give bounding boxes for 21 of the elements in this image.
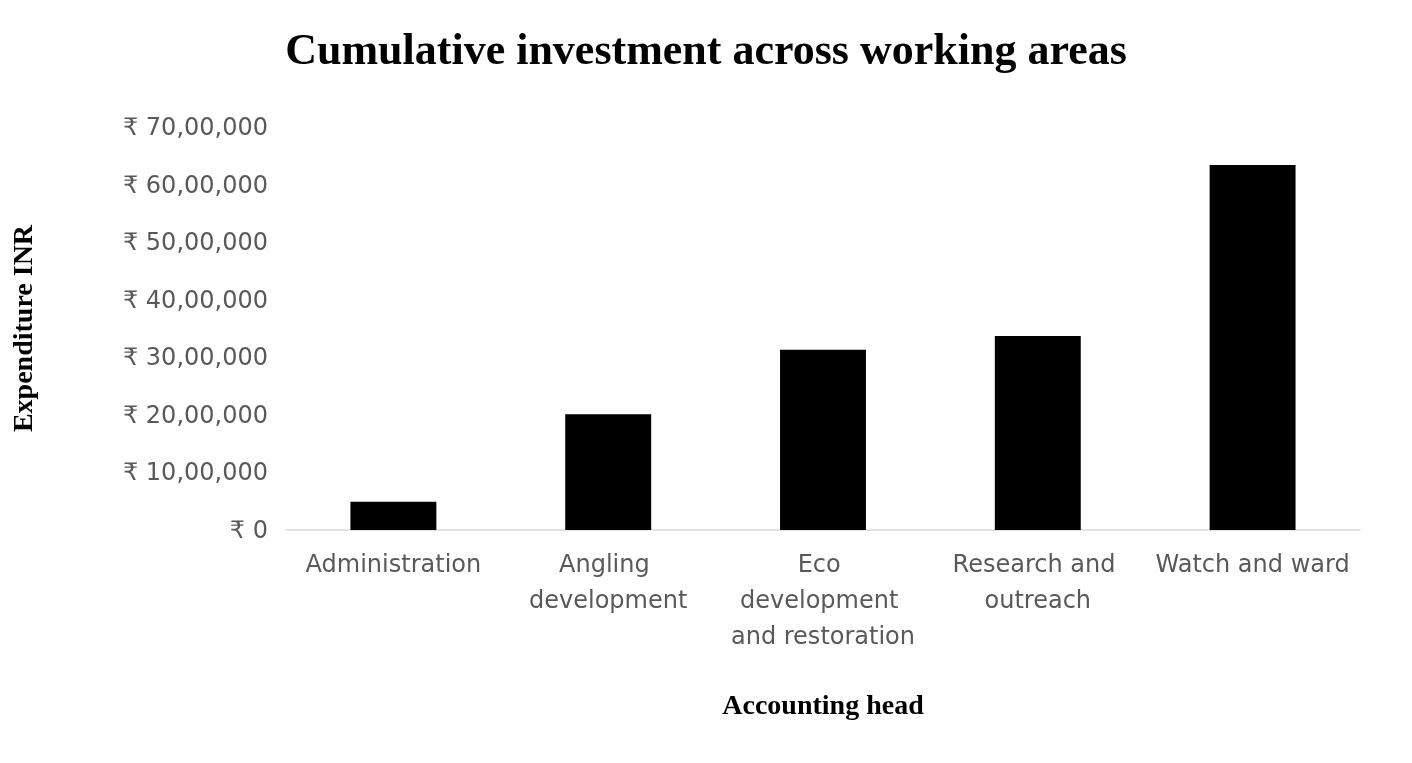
y-tick-label: ₹ 50,00,000 [122, 228, 268, 257]
x-tick-label: Eco development and restoration [730, 550, 916, 650]
x-axis-title: Accounting head [722, 688, 925, 720]
y-tick-label: ₹ 40,00,000 [122, 285, 268, 314]
y-tick-label: ₹ 0 [229, 516, 268, 544]
bar [565, 414, 652, 530]
y-tick-label: ₹ 30,00,000 [122, 343, 268, 372]
bar [350, 501, 437, 530]
y-tick-label: ₹ 10,00,000 [122, 458, 268, 487]
y-tick-label: ₹ 20,00,000 [122, 400, 268, 429]
chart-title: Cumulative investment across working areas [285, 24, 1127, 74]
bar [994, 335, 1081, 530]
x-tick-label: Research and outreach [952, 550, 1124, 614]
y-tick-label: ₹ 70,00,000 [122, 113, 268, 141]
y-tick-label: ₹ 60,00,000 [122, 170, 268, 199]
x-tick-label: Angling development [529, 550, 688, 614]
bar [780, 349, 866, 530]
x-tick-label: Administration [305, 550, 482, 578]
bar [1209, 165, 1296, 530]
x-tick-label: Watch and ward [1155, 550, 1350, 578]
y-axis-title: Expenditure INR [6, 224, 38, 433]
